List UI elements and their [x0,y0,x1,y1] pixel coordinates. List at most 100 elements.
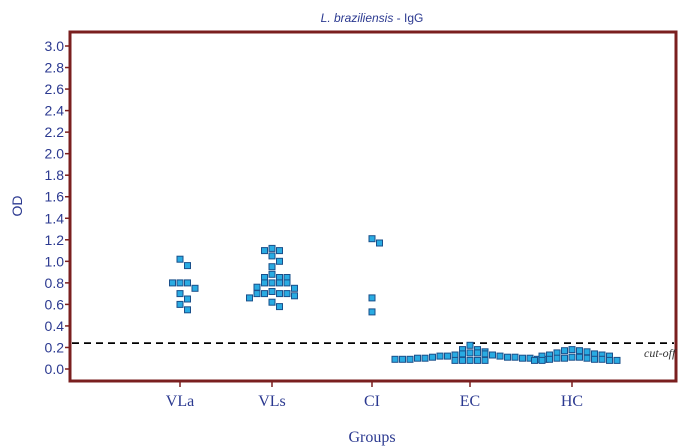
data-point [598,355,606,363]
y-tick-label: 1.2 [45,232,65,248]
data-point [276,247,283,255]
data-point [276,290,283,298]
data-point [568,346,576,354]
y-tick-label: 1.0 [45,253,65,269]
data-point [421,354,429,362]
data-point [268,244,276,252]
data-point [474,349,481,357]
y-tick-label: 3.0 [45,38,65,54]
data-point [466,349,474,357]
data-point [591,355,598,363]
data-point [268,298,276,306]
y-tick-label: 2.6 [45,81,65,97]
data-point [538,356,546,364]
data-point [261,279,268,287]
data-point [253,290,261,298]
category-label: CI [364,393,380,410]
y-tick-label: 0.0 [45,361,65,377]
y-tick-label: 2.0 [45,146,65,162]
data-point [253,283,261,291]
y-tick-label: 1.8 [45,167,65,183]
y-tick-label: 0.4 [45,318,65,334]
y-tick-label: 0.2 [45,339,65,355]
chart-title: L. braziliensis - IgG [321,11,424,25]
data-point [368,308,376,316]
data-point [291,284,298,292]
data-point [268,263,276,271]
x-axis-title: Groups [348,429,395,446]
data-point [583,354,591,362]
data-point [184,279,191,287]
data-point [511,353,519,361]
data-point [246,294,253,302]
data-point [459,350,466,358]
category-label: EC [460,393,480,410]
data-point [606,356,613,364]
x-axis-categories: VLa VLs CI EC HC [166,381,583,410]
data-point [519,354,526,362]
data-point [368,294,376,302]
data-point [429,353,436,361]
data-point [576,347,583,355]
chart-title-species: L. braziliensis [321,11,394,25]
data-point [568,353,576,361]
data-point [176,300,184,308]
data-point [489,351,496,359]
data-point [261,290,268,298]
plot-frame [68,30,678,383]
data-point [613,356,621,364]
data-point [459,356,466,364]
data-point [496,352,504,360]
data-point [184,295,191,303]
data-point [276,279,283,287]
data-point [451,356,459,364]
category-label: HC [561,393,583,410]
data-point [399,355,406,363]
data-point [576,353,583,361]
data-point [391,355,399,363]
y-tick-label: 2.4 [45,103,65,119]
data-point [481,356,489,364]
data-point [191,284,199,292]
data-point [268,288,276,295]
data-point [276,257,283,265]
category-label: VLs [258,393,286,410]
y-tick-label: 1.4 [45,210,65,226]
data-point [291,292,298,300]
data-point [368,235,376,243]
data-point [561,347,568,355]
data-point [169,279,176,287]
y-tick-label: 2.8 [45,60,65,76]
data-point [184,262,191,270]
data-point [283,290,291,298]
y-tick-label: 0.8 [45,275,65,291]
data-point [268,270,276,278]
data-point [436,352,444,360]
data-point [504,353,511,361]
data-point [561,354,568,362]
data-point [466,341,474,349]
data-point [268,279,276,287]
data-point [531,356,538,364]
data-point [474,356,481,364]
data-point [184,306,191,314]
y-tick-label: 0.6 [45,296,65,312]
cutoff-label: cut-off [644,346,677,360]
data-point [176,290,184,298]
data-point [176,255,184,263]
data-point [444,352,451,360]
data-points [169,235,621,364]
data-point [276,303,283,311]
data-point [376,239,383,247]
y-tick-label: 2.2 [45,124,65,140]
y-tick-label: 1.6 [45,189,65,205]
data-point [414,354,421,362]
data-point [546,355,553,363]
data-point [481,350,489,358]
data-point [466,356,474,364]
chart-title-suffix: - IgG [393,11,423,25]
category-label: VLa [166,393,194,410]
data-point [553,354,561,362]
y-axis-title: OD [9,196,25,217]
